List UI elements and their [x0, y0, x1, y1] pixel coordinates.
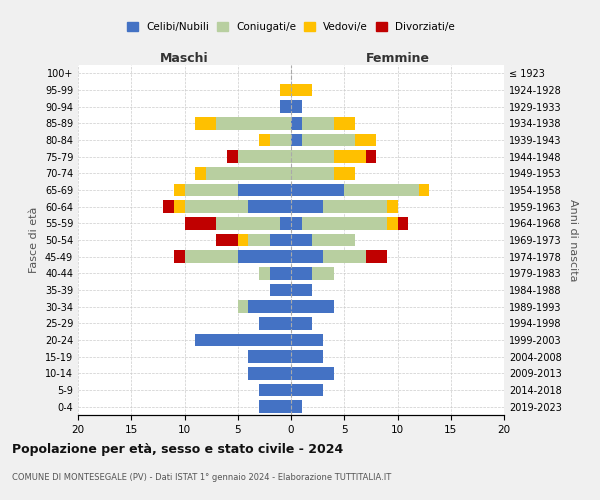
Bar	[302, 217, 387, 230]
Bar	[365, 150, 376, 163]
Bar	[291, 334, 323, 346]
Bar	[280, 84, 291, 96]
Bar	[248, 350, 291, 363]
Bar	[238, 250, 291, 263]
Bar	[259, 384, 291, 396]
Bar	[323, 250, 365, 263]
Bar	[248, 234, 270, 246]
Bar	[302, 117, 334, 130]
Bar	[291, 300, 334, 313]
Bar	[291, 284, 313, 296]
Bar	[270, 234, 291, 246]
Bar	[185, 217, 217, 230]
Bar	[227, 150, 238, 163]
Bar	[174, 200, 185, 213]
Bar	[174, 250, 185, 263]
Bar	[185, 200, 248, 213]
Bar	[291, 267, 313, 280]
Text: Maschi: Maschi	[160, 52, 209, 65]
Bar	[334, 150, 365, 163]
Bar	[238, 300, 248, 313]
Bar	[291, 384, 323, 396]
Bar	[217, 217, 280, 230]
Bar	[313, 234, 355, 246]
Bar	[291, 134, 302, 146]
Bar	[259, 317, 291, 330]
Bar	[291, 84, 313, 96]
Bar	[355, 134, 376, 146]
Bar	[163, 200, 174, 213]
Bar	[270, 267, 291, 280]
Bar	[238, 184, 291, 196]
Bar	[217, 117, 291, 130]
Bar	[185, 250, 238, 263]
Bar	[248, 200, 291, 213]
Y-axis label: Fasce di età: Fasce di età	[29, 207, 39, 273]
Bar	[291, 350, 323, 363]
Bar	[291, 167, 334, 179]
Bar	[195, 334, 291, 346]
Legend: Celibi/Nubili, Coniugati/e, Vedovi/e, Divorziati/e: Celibi/Nubili, Coniugati/e, Vedovi/e, Di…	[123, 18, 459, 36]
Bar	[206, 167, 291, 179]
Bar	[248, 300, 291, 313]
Bar	[217, 234, 238, 246]
Bar	[270, 134, 291, 146]
Text: Femmine: Femmine	[365, 52, 430, 65]
Bar	[344, 184, 419, 196]
Bar	[291, 150, 334, 163]
Bar	[174, 184, 185, 196]
Bar	[313, 267, 334, 280]
Bar	[291, 117, 302, 130]
Bar	[291, 100, 302, 113]
Bar	[185, 184, 238, 196]
Bar	[365, 250, 387, 263]
Bar	[387, 200, 398, 213]
Bar	[259, 267, 270, 280]
Y-axis label: Anni di nascita: Anni di nascita	[568, 198, 578, 281]
Bar	[195, 117, 217, 130]
Bar	[302, 134, 355, 146]
Bar	[238, 150, 291, 163]
Bar	[195, 167, 206, 179]
Bar	[334, 117, 355, 130]
Bar	[419, 184, 430, 196]
Bar	[291, 250, 323, 263]
Bar	[270, 284, 291, 296]
Bar	[334, 167, 355, 179]
Bar	[387, 217, 398, 230]
Bar	[291, 184, 344, 196]
Bar	[398, 217, 408, 230]
Bar	[280, 217, 291, 230]
Bar	[238, 234, 248, 246]
Bar	[291, 400, 302, 413]
Bar	[291, 217, 302, 230]
Bar	[291, 234, 313, 246]
Bar	[280, 100, 291, 113]
Bar	[323, 200, 387, 213]
Bar	[291, 200, 323, 213]
Bar	[259, 134, 270, 146]
Bar	[248, 367, 291, 380]
Bar	[259, 400, 291, 413]
Bar	[291, 317, 313, 330]
Text: COMUNE DI MONTESEGALE (PV) - Dati ISTAT 1° gennaio 2024 - Elaborazione TUTTITALI: COMUNE DI MONTESEGALE (PV) - Dati ISTAT …	[12, 472, 391, 482]
Bar	[291, 367, 334, 380]
Text: Popolazione per età, sesso e stato civile - 2024: Popolazione per età, sesso e stato civil…	[12, 442, 343, 456]
